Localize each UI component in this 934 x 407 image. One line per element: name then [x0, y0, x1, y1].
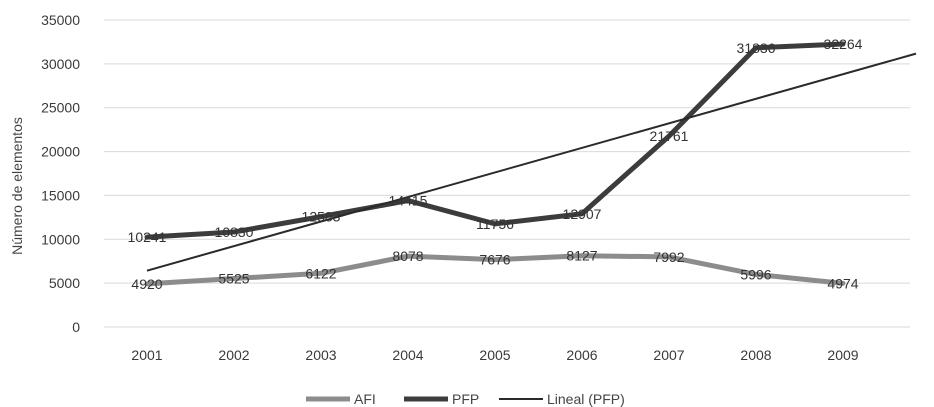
series-line-afi [144, 253, 846, 287]
series-lines [144, 41, 917, 287]
legend: AFI PFP Lineal (PFP) [306, 391, 625, 407]
data-label-pfp: 32264 [824, 36, 863, 52]
legend-label: PFP [452, 391, 479, 407]
data-label-pfp: 21761 [650, 128, 689, 144]
legend-label: AFI [354, 391, 376, 407]
y-tick-label: 25000 [41, 100, 80, 116]
gridlines [104, 19, 910, 328]
y-tick-label: 0 [72, 319, 80, 335]
y-axis-title: Número de elementos [9, 117, 25, 255]
data-label-pfp: 10830 [215, 224, 254, 240]
data-labels: 4920 5525 6122 8078 7676 8127 7992 5996 4974 1024… [128, 36, 863, 292]
x-tick-label: 2008 [740, 347, 771, 363]
data-label-afi: 4974 [827, 275, 858, 291]
data-label-afi: 5525 [218, 271, 249, 287]
x-tick-label: 2003 [305, 347, 336, 363]
x-tick-label: 2005 [479, 347, 510, 363]
data-label-pfp: 12583 [302, 209, 341, 225]
data-label-pfp: 31836 [737, 40, 776, 56]
x-tick-label: 2009 [827, 347, 858, 363]
series-line-pfp [144, 41, 846, 240]
y-tick-label: 10000 [41, 231, 80, 247]
y-axis-tick-labels: 0 5000 10000 15000 20000 25000 30000 35000 [41, 12, 80, 335]
data-label-afi: 4920 [131, 276, 162, 292]
data-label-afi: 7992 [653, 249, 684, 265]
data-label-afi: 5996 [740, 266, 771, 282]
legend-label: Lineal (PFP) [547, 391, 625, 407]
y-tick-label: 30000 [41, 56, 80, 72]
data-label-afi: 7676 [479, 252, 510, 268]
y-tick-label: 5000 [49, 275, 80, 291]
data-label-pfp: 12907 [563, 206, 602, 222]
x-tick-label: 2002 [218, 347, 249, 363]
data-label-pfp: 14415 [389, 193, 428, 209]
y-tick-label: 20000 [41, 144, 80, 160]
x-tick-label: 2007 [653, 347, 684, 363]
data-label-afi: 8078 [392, 248, 423, 264]
x-axis-tick-labels: 2001 2002 2003 2004 2005 2006 2007 2008 2009 [131, 347, 858, 363]
x-tick-label: 2004 [392, 347, 423, 363]
y-tick-label: 15000 [41, 187, 80, 203]
trendline [146, 52, 917, 272]
data-label-pfp: 10241 [128, 229, 167, 245]
y-tick-label: 35000 [41, 12, 80, 28]
x-tick-label: 2001 [131, 347, 162, 363]
data-label-pfp: 11756 [476, 216, 514, 232]
data-label-afi: 6122 [305, 265, 336, 281]
x-tick-label: 2006 [566, 347, 597, 363]
data-label-afi: 8127 [566, 248, 597, 264]
